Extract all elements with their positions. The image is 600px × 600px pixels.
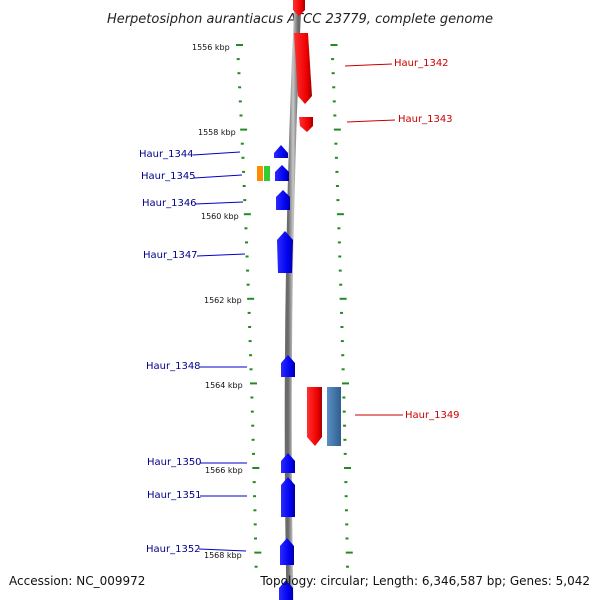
- gene-arrow-haur-1342[interactable]: [294, 33, 312, 104]
- inner-scale: [236, 44, 262, 568]
- scale-labels: 1556 kbp 1558 kbp 1560 kbp 1562 kbp 1564…: [192, 43, 243, 560]
- topology-text: Topology: circular; Length: 6,346,587 bp…: [260, 574, 590, 588]
- gene-arrow-bottom[interactable]: [279, 580, 293, 600]
- gene-arrow-haur-1344[interactable]: [274, 145, 288, 158]
- gene-label-haur-1352[interactable]: Haur_1352: [146, 544, 201, 555]
- feature-orange[interactable]: [257, 166, 263, 181]
- feature-steelblue[interactable]: [327, 387, 341, 446]
- leader-line: [192, 151, 241, 156]
- scale-label-1566: 1566 kbp: [205, 466, 243, 475]
- gene-label-haur-1349[interactable]: Haur_1349: [405, 410, 460, 421]
- feature-green[interactable]: [264, 166, 270, 181]
- gene-arrow-haur-1350[interactable]: [281, 453, 295, 473]
- scale-label-1558: 1558 kbp: [198, 128, 236, 137]
- gene-arrow-haur-1345[interactable]: [275, 165, 289, 181]
- leader-line: [196, 253, 246, 257]
- gene-arrow-haur-1352[interactable]: [280, 538, 294, 565]
- forward-genes: [293, 0, 341, 446]
- gene-label-haur-1343[interactable]: Haur_1343: [398, 114, 453, 125]
- leader-line: [194, 201, 244, 205]
- gene-label-haur-1347[interactable]: Haur_1347: [143, 250, 198, 261]
- scale-label-1562: 1562 kbp: [204, 296, 242, 305]
- accession-text: Accession: NC_009972: [9, 574, 146, 588]
- gene-arrow-haur-1343[interactable]: [299, 117, 313, 132]
- gene-arrow-haur-1351[interactable]: [281, 477, 295, 517]
- gene-label-haur-1344[interactable]: Haur_1344: [139, 149, 194, 160]
- leader-line: [344, 63, 393, 67]
- scale-label-1560: 1560 kbp: [201, 212, 239, 221]
- gene-arrow-haur-1346[interactable]: [276, 190, 290, 210]
- right-gene-labels: Haur_1342 Haur_1343 Haur_1349: [344, 58, 460, 421]
- gene-arrow-haur-1347[interactable]: [277, 231, 293, 273]
- gene-label-haur-1342[interactable]: Haur_1342: [394, 58, 449, 69]
- reverse-genes: [257, 145, 295, 600]
- gene-arrow-haur-1348[interactable]: [281, 355, 295, 377]
- gene-label-haur-1346[interactable]: Haur_1346: [142, 198, 197, 209]
- outer-scale: [330, 44, 353, 568]
- gene-label-haur-1350[interactable]: Haur_1350: [147, 457, 202, 468]
- leader-line: [346, 119, 396, 123]
- gene-label-haur-1351[interactable]: Haur_1351: [147, 490, 202, 501]
- gene-label-haur-1348[interactable]: Haur_1348: [146, 361, 201, 372]
- scale-label-1556: 1556 kbp: [192, 43, 230, 52]
- left-gene-labels: Haur_1344 Haur_1345 Haur_1346 Haur_1347 …: [139, 149, 247, 555]
- gene-label-haur-1345[interactable]: Haur_1345: [141, 171, 196, 182]
- leader-line: [198, 548, 247, 552]
- scale-label-1564: 1564 kbp: [205, 381, 243, 390]
- scale-label-1568: 1568 kbp: [204, 551, 242, 560]
- leader-line: [193, 174, 243, 179]
- gene-arrow-haur-1349[interactable]: [307, 387, 322, 446]
- gene-arrow-top[interactable]: [293, 0, 305, 16]
